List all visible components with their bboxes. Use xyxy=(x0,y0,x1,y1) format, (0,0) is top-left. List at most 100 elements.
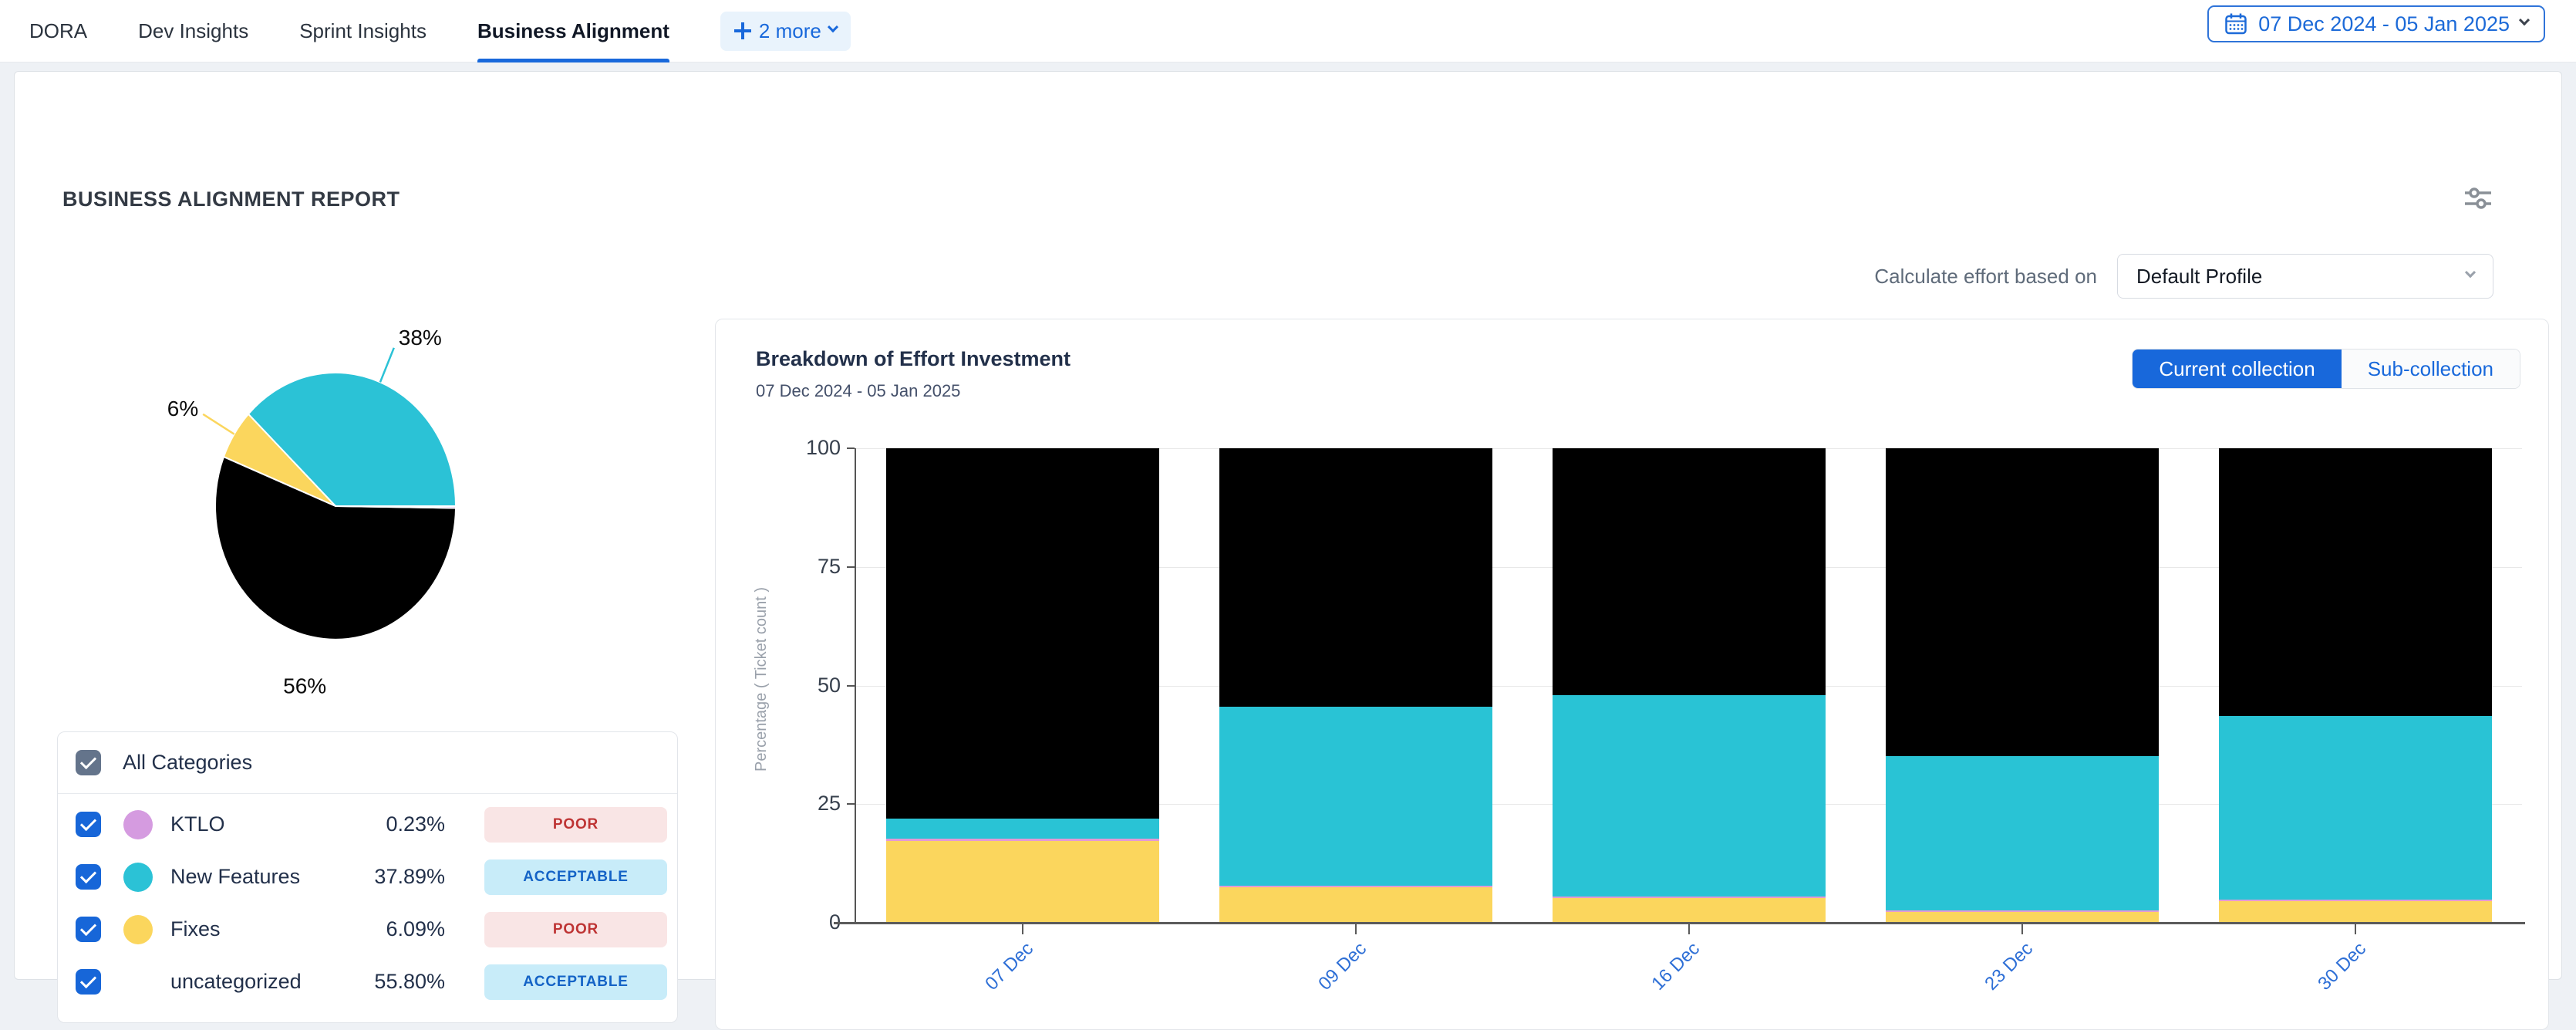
bar-segment-ktlo[interactable] xyxy=(2218,899,2493,901)
y-axis-tick xyxy=(847,803,855,805)
category-row-ktlo: KTLO 0.23% POOR xyxy=(58,802,677,846)
status-badge: ACCEPTABLE xyxy=(484,859,667,895)
stacked-bar-07-dec xyxy=(885,448,1160,923)
stacked-bar-16-dec xyxy=(1552,448,1826,923)
y-axis-label: 0 xyxy=(783,910,841,934)
tab-dora[interactable]: DORA xyxy=(29,19,88,42)
bar-segment-fixes[interactable] xyxy=(1552,898,1826,923)
x-axis-tick xyxy=(1022,924,1023,934)
category-value: 0.23% xyxy=(386,812,445,836)
business-alignment-report-card: BUSINESS ALIGNMENT REPORT Calculate effo… xyxy=(14,71,2562,1030)
y-axis-label: 50 xyxy=(817,673,841,697)
category-label: uncategorized xyxy=(170,970,302,993)
bar-segment-new-features[interactable] xyxy=(1885,756,2160,910)
chevron-down-icon xyxy=(2518,14,2530,25)
y-axis-line xyxy=(855,448,856,923)
more-tabs-label: 2 more xyxy=(758,19,821,42)
bar-slot xyxy=(1856,448,2189,923)
tab-sprint-insights[interactable]: Sprint Insights xyxy=(299,19,427,42)
bar-segment-new-features[interactable] xyxy=(1219,706,1493,886)
bar-segment-uncategorized[interactable] xyxy=(885,448,1160,819)
status-badge: ACCEPTABLE xyxy=(484,964,667,1000)
current-collection-button[interactable]: Current collection xyxy=(2133,350,2342,388)
category-color-dot xyxy=(123,968,153,997)
pie-slice-label: 56% xyxy=(283,674,326,698)
category-color-dot xyxy=(123,914,153,944)
chart-settings-button[interactable] xyxy=(2463,183,2493,214)
effort-investment-card: Breakdown of Effort Investment 07 Dec 20… xyxy=(715,319,2549,1030)
bar-segment-ktlo[interactable] xyxy=(1552,896,1826,899)
category-color-dot xyxy=(123,809,153,839)
x-axis-line xyxy=(834,922,2525,924)
bar-segment-new-features[interactable] xyxy=(1552,694,1826,897)
x-axis-label: 30 Dec xyxy=(2314,938,2371,995)
y-axis-label: 100 xyxy=(805,436,841,459)
x-axis-tick xyxy=(1355,924,1357,934)
bar-segment-uncategorized[interactable] xyxy=(2218,448,2493,716)
all-categories-checkbox[interactable] xyxy=(76,750,101,775)
bar-segment-ktlo[interactable] xyxy=(885,839,1160,841)
bar-slot xyxy=(1522,448,1856,923)
category-row-fixes: Fixes 6.09% POOR xyxy=(58,907,677,951)
bar-segment-uncategorized[interactable] xyxy=(1219,448,1493,707)
x-axis-tick xyxy=(2021,924,2023,934)
chart-title: Breakdown of Effort Investment xyxy=(756,347,1071,370)
x-axis-tick xyxy=(2355,924,2356,934)
pie-slice-uncategorized[interactable] xyxy=(214,456,457,640)
profile-select-value: Default Profile xyxy=(2136,264,2263,288)
effort-pie-chart: 38% 6% 56% xyxy=(167,326,457,698)
bar-segment-fixes[interactable] xyxy=(1885,911,2160,923)
stacked-bar-30-dec xyxy=(2218,448,2493,923)
bar-segment-uncategorized[interactable] xyxy=(1885,448,2160,757)
tab-dev-insights[interactable]: Dev Insights xyxy=(138,19,249,42)
bar-segment-fixes[interactable] xyxy=(885,840,1160,923)
status-badge: POOR xyxy=(484,911,667,947)
bar-segment-new-features[interactable] xyxy=(885,819,1160,839)
date-range-label: 07 Dec 2024 - 05 Jan 2025 xyxy=(2258,12,2510,35)
bar-segment-uncategorized[interactable] xyxy=(1552,448,1826,695)
stacked-bar-23-dec xyxy=(1885,448,2160,923)
category-checkbox[interactable] xyxy=(76,812,101,837)
collection-toggle: Current collection Sub-collection xyxy=(2132,349,2520,389)
y-axis-label: 25 xyxy=(817,792,841,816)
stacked-bar-09-dec xyxy=(1219,448,1493,923)
more-tabs-button[interactable]: 2 more xyxy=(720,11,851,51)
x-axis-label: 09 Dec xyxy=(1314,938,1371,995)
bar-segment-fixes[interactable] xyxy=(1219,886,1493,923)
category-value: 6.09% xyxy=(386,917,445,941)
bar-segment-ktlo[interactable] xyxy=(1885,910,2160,912)
chart-subtitle: 07 Dec 2024 - 05 Jan 2025 xyxy=(756,381,961,400)
y-axis-tick xyxy=(847,566,855,568)
date-range-picker[interactable]: 07 Dec 2024 - 05 Jan 2025 xyxy=(2207,5,2545,42)
sub-collection-button[interactable]: Sub-collection xyxy=(2341,350,2520,388)
bar-slot xyxy=(1189,448,1522,923)
page-title: BUSINESS ALIGNMENT REPORT xyxy=(62,187,400,211)
category-value: 37.89% xyxy=(374,865,445,888)
category-row-uncategorized: uncategorized 55.80% ACCEPTABLE xyxy=(58,960,677,1004)
chevron-down-icon xyxy=(827,22,838,33)
category-row-new-features: New Features 37.89% ACCEPTABLE xyxy=(58,855,677,899)
category-checkbox[interactable] xyxy=(76,969,101,995)
x-axis-label: 23 Dec xyxy=(1981,938,2038,995)
category-label: New Features xyxy=(170,865,301,888)
stacked-bar-plot: Percentage ( Ticket count ) 0 25 50 75 100 0… xyxy=(753,436,2525,995)
bar-segment-new-features[interactable] xyxy=(2218,715,2493,900)
category-value: 55.80% xyxy=(374,970,445,993)
effort-profile-row: Calculate effort based on Default Profil… xyxy=(1874,254,2493,299)
sliders-icon xyxy=(2465,187,2491,209)
category-checkbox[interactable] xyxy=(76,864,101,890)
bar-segment-fixes[interactable] xyxy=(2218,900,2493,923)
bar-slot xyxy=(856,448,1189,923)
profile-select[interactable]: Default Profile xyxy=(2117,254,2493,299)
x-axis-label: 16 Dec xyxy=(1647,938,1704,995)
bar-slot xyxy=(2189,448,2522,923)
y-axis-tick xyxy=(847,447,855,449)
pie-slice-ktlo[interactable] xyxy=(335,505,457,509)
pie-slice-label: 38% xyxy=(399,326,442,350)
category-label: Fixes xyxy=(170,917,221,941)
category-checkbox[interactable] xyxy=(76,917,101,942)
x-axis-label: 07 Dec xyxy=(981,938,1038,995)
bar-segment-ktlo[interactable] xyxy=(1219,885,1493,887)
tab-business-alignment[interactable]: Business Alignment xyxy=(477,0,669,62)
x-axis-tick xyxy=(1688,924,1690,934)
